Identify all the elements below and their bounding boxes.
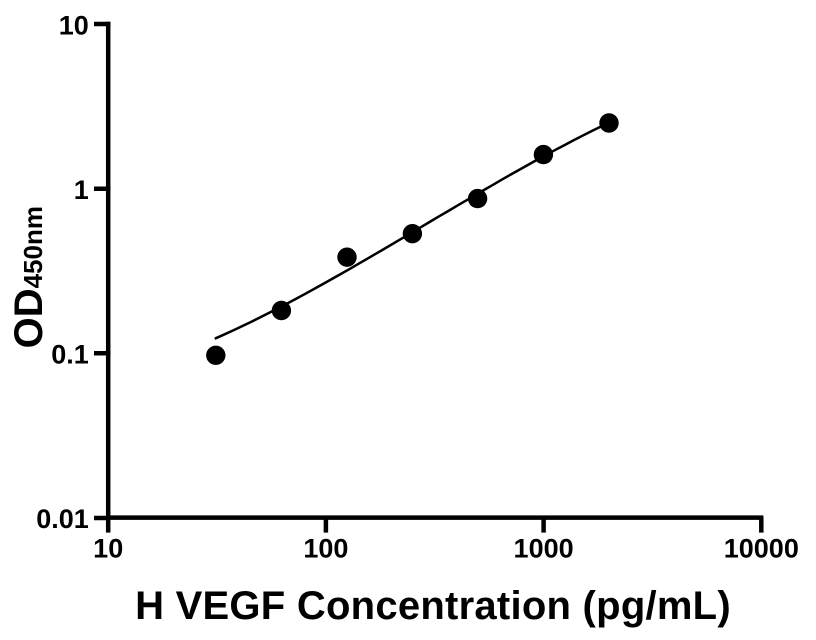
svg-text:1: 1 <box>74 175 89 205</box>
svg-text:10: 10 <box>59 10 89 40</box>
svg-text:OD450nm: OD450nm <box>7 206 51 348</box>
svg-text:10: 10 <box>93 534 123 564</box>
svg-text:0.1: 0.1 <box>51 340 89 370</box>
svg-text:0.01: 0.01 <box>36 504 89 534</box>
svg-text:1000: 1000 <box>514 534 574 564</box>
svg-text:100: 100 <box>303 534 348 564</box>
svg-text:10000: 10000 <box>724 534 799 564</box>
svg-text:H VEGF Concentration (pg/mL): H VEGF Concentration (pg/mL) <box>135 584 731 628</box>
